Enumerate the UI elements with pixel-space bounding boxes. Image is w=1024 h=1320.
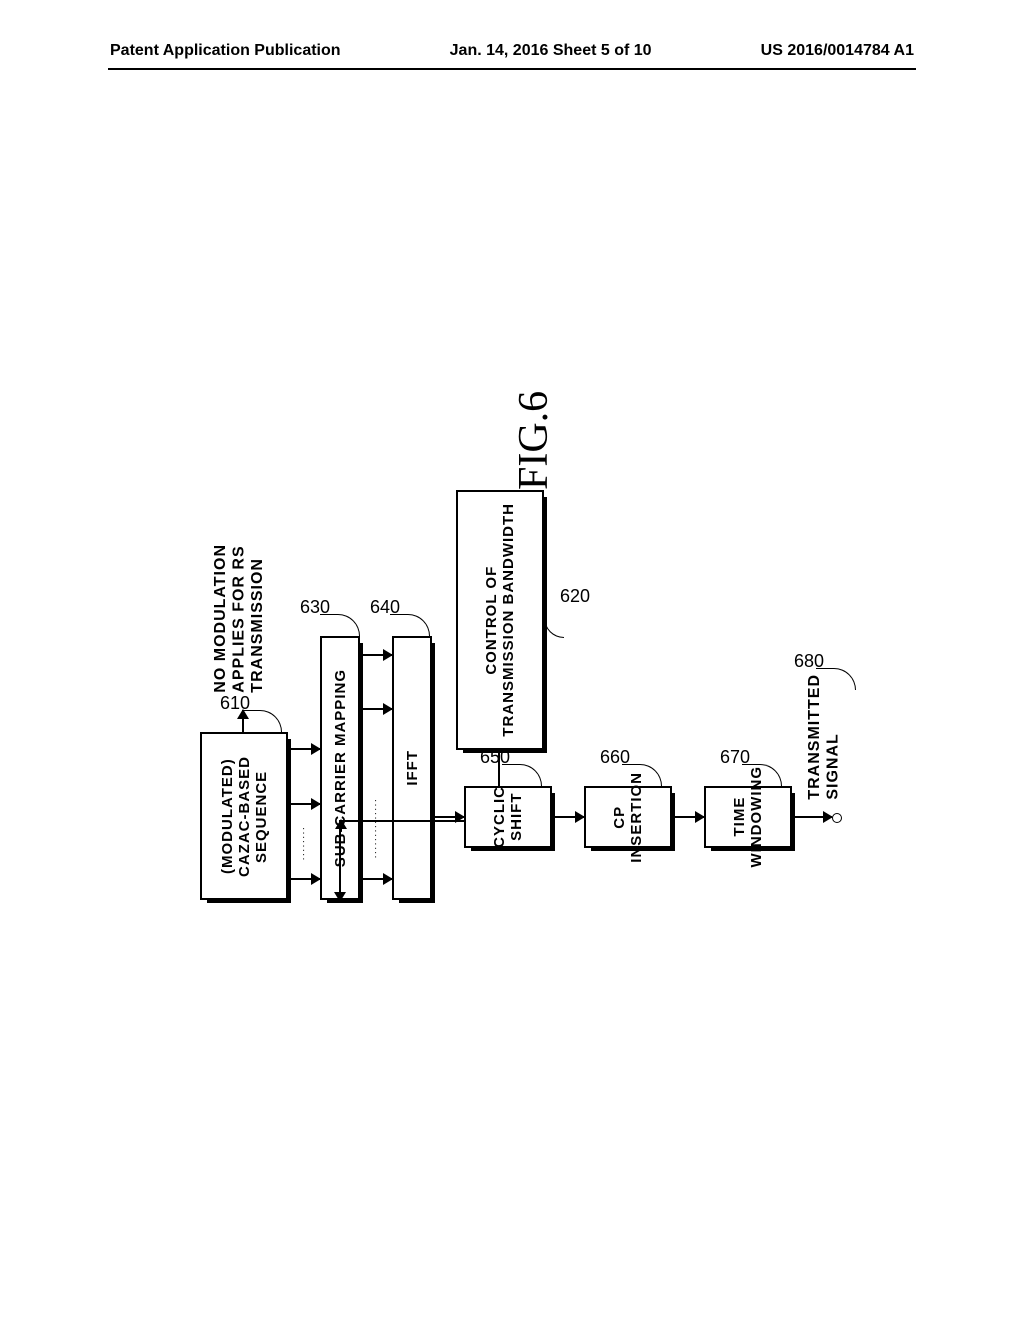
ref-620-curve [544,600,564,638]
ref-670-curve [742,764,782,786]
header-right: US 2016/0014784 A1 [761,42,914,60]
arrow-630-640-a [360,654,392,656]
annotation-no-modulation: NO MODULATION APPLIES FOR RS TRANSMISSIO… [212,544,267,693]
ref-620: 620 [560,586,590,607]
arrow-670-out [792,816,832,818]
arrow-660-670 [672,816,704,818]
block-680-label: TRANSMITTED SIGNAL [806,674,843,800]
ref-680-curve [816,668,856,690]
block-670: TIME WINDOWING [704,786,792,848]
ref-650-curve [502,764,542,786]
ref-660-curve [622,764,662,786]
header-left: Patent Application Publication [110,42,341,60]
arrow-630-640-b [360,708,392,710]
block-610: (MODULATED) CAZAC-BASED SEQUENCE [200,732,288,900]
arrow-nomod-to-610 [242,710,244,732]
header-rule [108,68,916,70]
header-center: Jan. 14, 2016 Sheet 5 of 10 [450,42,652,60]
ref-640-curve [390,614,430,636]
block-660: CP INSERTION [584,786,672,848]
dots-610-630: ········ [298,827,309,862]
diagram-fig6: (MODULATED) CAZAC-BASED SEQUENCE 610 NO … [200,150,760,900]
block-620: CONTROL OF TRANSMISSION BANDWIDTH [456,490,544,750]
block-610-label: (MODULATED) CAZAC-BASED SEQUENCE [219,756,270,877]
figure-label: FIG.6 [510,391,558,490]
block-650: CYCLIC SHIFT [464,786,552,848]
arrow-610-630-b [288,803,320,805]
arrow-610-630-c [288,878,320,880]
output-node [832,813,842,823]
ref-630-curve [320,614,360,636]
block-620-label: CONTROL OF TRANSMISSION BANDWIDTH [483,503,517,737]
page-header: Patent Application Publication Jan. 14, … [0,42,1024,60]
arrow-610-630-a [288,748,320,750]
arrow-650-660 [552,816,584,818]
block-650-label: CYCLIC SHIFT [491,786,525,848]
arrow-640-650 [432,816,464,818]
